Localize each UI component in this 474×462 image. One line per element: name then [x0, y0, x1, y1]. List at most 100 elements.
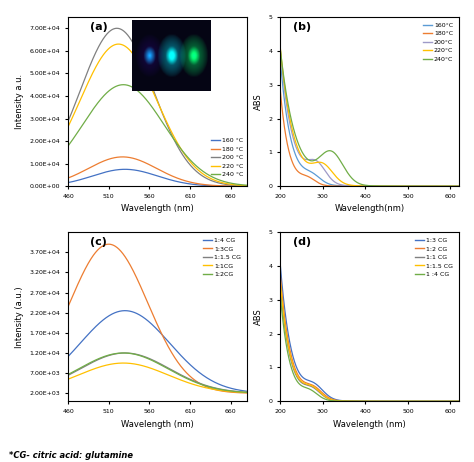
240°C [417, 183, 422, 189]
160°C [400, 183, 406, 189]
1:4 CG [112, 310, 118, 316]
Text: (c): (c) [90, 237, 106, 247]
Line: 220°C: 220°C [280, 46, 459, 186]
Line: 1:1 CG: 1:1 CG [280, 283, 459, 401]
Line: 1:3CG: 1:3CG [68, 244, 251, 393]
Y-axis label: Intensity (a.u.): Intensity (a.u.) [15, 286, 24, 347]
220°C [456, 183, 462, 189]
180 °C [248, 183, 254, 189]
1:3 CG [417, 399, 422, 404]
1:4 CG [248, 389, 254, 395]
1:4 CG [188, 362, 193, 368]
1:1.5 CG [122, 350, 128, 356]
1:4 CG [122, 308, 128, 313]
1 :4 CG [350, 399, 356, 404]
1:3 CG [350, 398, 356, 404]
200°C [400, 183, 406, 189]
240°C [350, 176, 356, 182]
Line: 240°C: 240°C [280, 48, 459, 186]
1:3CG [188, 374, 193, 379]
240 °C [173, 140, 179, 146]
1:3 CG [277, 260, 283, 265]
220°C [420, 183, 426, 189]
1:2 CG [277, 270, 283, 275]
1:2 CG [420, 399, 426, 404]
240°C [456, 183, 462, 189]
1:1.5 CG [248, 390, 254, 395]
180°C [456, 183, 462, 189]
200°C [350, 183, 356, 188]
240 °C [203, 170, 209, 176]
Line: 1:4 CG: 1:4 CG [68, 310, 251, 392]
1:1.5 CG [188, 377, 193, 382]
240 °C [112, 84, 118, 90]
1:1CG [120, 360, 126, 366]
1:1CG [173, 376, 179, 381]
220°C [277, 43, 283, 49]
1:2 CG [356, 398, 362, 404]
1:1.5 CG [356, 399, 362, 404]
160°C [420, 183, 426, 189]
180°C [400, 183, 406, 189]
200 °C [114, 25, 120, 31]
220 °C [148, 85, 154, 91]
180°C [277, 85, 283, 91]
1:1.5 CG [420, 399, 426, 404]
1:1 CG [356, 399, 362, 404]
200 °C [248, 183, 254, 189]
240°C [277, 45, 283, 50]
X-axis label: Wavelength(nm): Wavelength(nm) [335, 204, 405, 213]
Line: 1:1CG: 1:1CG [68, 363, 251, 393]
Line: 160 °C: 160 °C [68, 169, 251, 186]
Line: 1:1.5 CG: 1:1.5 CG [68, 353, 251, 393]
Line: 200 °C: 200 °C [68, 28, 251, 186]
180°C [350, 183, 356, 189]
160 °C [173, 178, 179, 184]
1:3 CG [456, 399, 462, 404]
1:2 CG [456, 399, 462, 404]
220°C [400, 183, 406, 189]
1:2 CG [295, 373, 301, 378]
1:2 CG [400, 399, 406, 404]
200 °C [203, 176, 209, 181]
180 °C [203, 182, 209, 188]
Line: 240 °C: 240 °C [68, 85, 251, 186]
Y-axis label: ABS: ABS [254, 93, 263, 110]
200°C [277, 45, 283, 50]
1:3CG [148, 308, 154, 313]
180 °C [173, 175, 179, 181]
1:1 CG [420, 399, 426, 404]
200 °C [65, 119, 71, 124]
220 °C [65, 124, 71, 129]
160 °C [148, 171, 154, 177]
160 °C [65, 180, 71, 185]
X-axis label: Wavelength (nm): Wavelength (nm) [333, 419, 406, 429]
1 :4 CG [277, 290, 283, 296]
1:1 CG [277, 280, 283, 286]
1:1.5 CG [173, 370, 179, 375]
160°C [417, 183, 422, 189]
220°C [356, 183, 362, 188]
1:3CG [98, 245, 103, 250]
Line: 1 :4 CG: 1 :4 CG [280, 293, 459, 401]
180°C [420, 183, 426, 189]
160 °C [112, 167, 118, 173]
1:3 CG [400, 399, 406, 404]
220 °C [112, 42, 118, 48]
1 :4 CG [295, 380, 301, 386]
1:1.5 CG [456, 399, 462, 404]
1:1CG [203, 385, 209, 390]
Line: 200°C: 200°C [280, 48, 459, 186]
1:2CG [120, 350, 126, 356]
1:1.5 CG [203, 383, 209, 388]
200°C [456, 183, 462, 189]
180°C [417, 183, 422, 189]
1:3CG [173, 357, 179, 363]
220 °C [248, 183, 254, 188]
200°C [417, 183, 422, 189]
220 °C [98, 56, 103, 62]
1:1.5 CG [295, 375, 301, 381]
180°C [295, 169, 301, 175]
1:1 CG [456, 399, 462, 404]
160°C [350, 183, 356, 189]
